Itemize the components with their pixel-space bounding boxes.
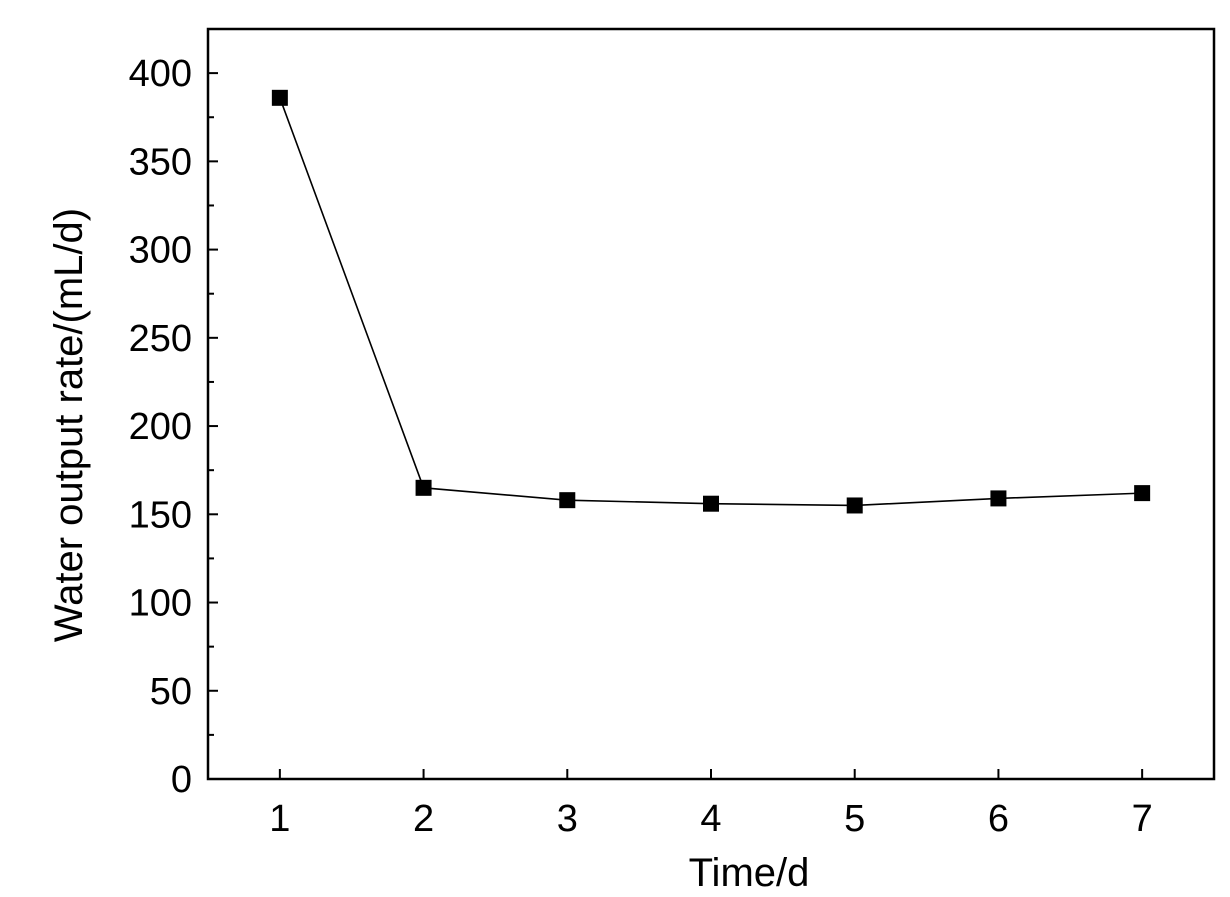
y-tick-label: 250 — [129, 318, 192, 360]
y-tick-label: 300 — [129, 230, 192, 272]
data-point — [846, 497, 863, 514]
x-tick-label: 5 — [844, 798, 865, 840]
x-tick-label: 7 — [1132, 798, 1153, 840]
data-point — [559, 492, 576, 509]
y-tick-label: 400 — [129, 53, 192, 95]
y-tick-label: 100 — [129, 583, 192, 625]
y-axis: 0 50 100 150 200 250 300 350 400 — [129, 53, 218, 801]
x-axis-title: Time/d — [689, 851, 810, 895]
y-tick-label: 350 — [129, 141, 192, 183]
y-tick-label: 50 — [150, 671, 192, 713]
x-tick-label: 4 — [700, 798, 721, 840]
series-layer — [271, 89, 1151, 514]
data-point — [703, 495, 719, 512]
x-axis: 1 2 3 4 5 6 7 — [269, 769, 1153, 840]
data-point — [990, 490, 1007, 507]
y-tick-label: 150 — [129, 494, 192, 536]
y-tick-label: 200 — [129, 406, 192, 448]
x-tick-label: 6 — [988, 798, 1009, 840]
data-point — [271, 89, 288, 106]
x-tick-label: 2 — [413, 798, 434, 840]
plot-frame — [206, 27, 1216, 781]
data-point — [1134, 485, 1151, 502]
y-axis-title: Water output rate/(mL/d) — [47, 208, 91, 642]
x-tick-label: 1 — [269, 798, 290, 840]
data-point — [415, 479, 432, 496]
y-tick-label: 0 — [171, 759, 192, 801]
series-line — [279, 97, 1143, 507]
x-tick-label: 3 — [557, 798, 578, 840]
